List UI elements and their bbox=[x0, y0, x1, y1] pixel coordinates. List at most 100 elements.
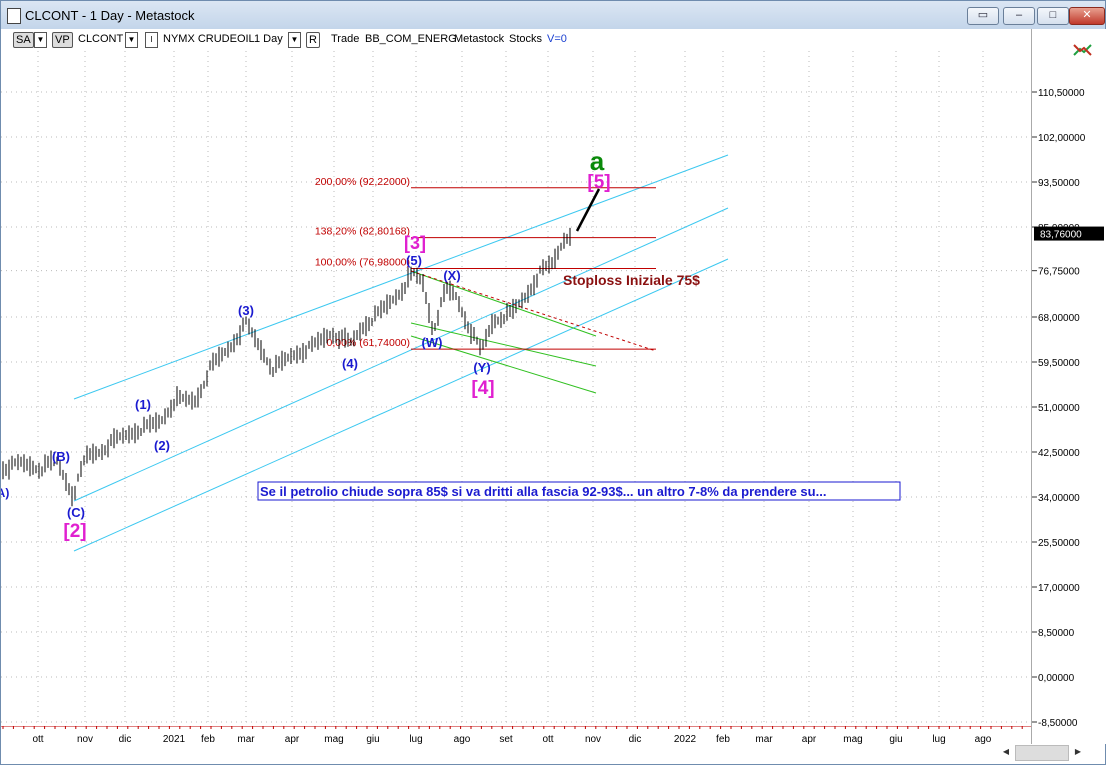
time-axis-label: giu bbox=[889, 734, 902, 745]
price-tick-label: 0,00000 bbox=[1038, 673, 1075, 684]
wave-label: (C) bbox=[67, 505, 85, 520]
trend-channel-line bbox=[73, 258, 729, 552]
stocks-label: Stocks bbox=[509, 33, 543, 45]
price-bars bbox=[2, 188, 601, 507]
trend-channels bbox=[73, 154, 729, 552]
time-axis-label: nov bbox=[77, 734, 93, 745]
time-axis-label: mag bbox=[843, 734, 862, 745]
projection-line bbox=[575, 188, 601, 232]
time-axis: ott nov dic 2021 feb mar apr mag giu lug ago set ott… bbox=[1, 726, 1031, 745]
close-button[interactable]: ✕ bbox=[1069, 7, 1105, 25]
grid bbox=[1, 51, 1031, 726]
price-tick-label: 51,00000 bbox=[1038, 403, 1080, 414]
time-axis-label: dic bbox=[629, 734, 642, 745]
fib-level-label: 0,00% (61,74000) bbox=[327, 337, 410, 349]
green-channel-line bbox=[410, 270, 597, 337]
wave-label: (4) bbox=[342, 356, 358, 371]
stoploss-annotation: Stoploss Iniziale 75$ bbox=[563, 272, 700, 288]
period-dropdown-icon[interactable]: ▼ bbox=[288, 32, 301, 48]
time-axis-label: lug bbox=[932, 734, 945, 745]
sa-button[interactable]: SA bbox=[13, 32, 34, 48]
horizontal-scrollbar[interactable] bbox=[1015, 745, 1069, 761]
wave-label: (5) bbox=[406, 253, 422, 268]
dashed-trendline bbox=[410, 270, 657, 352]
time-axis-label: mar bbox=[237, 734, 255, 745]
time-axis-label: 2022 bbox=[674, 734, 697, 745]
current-price-label: 83,76000 bbox=[1040, 230, 1082, 241]
wave-label: [4] bbox=[471, 378, 494, 399]
maximize-button[interactable]: □ bbox=[1037, 7, 1069, 25]
wave-labels: (B) (C)[2] (1) (2) (3) (4) (5)[3] (W) (X) (Y) [4] [… bbox=[0, 146, 901, 542]
security-label: NYMX CRUDEOIL bbox=[163, 33, 255, 45]
period-label: 1 Day bbox=[254, 33, 283, 45]
fib-level-label: 138,20% (82,80168) bbox=[315, 226, 410, 238]
wave-label: A) bbox=[1, 486, 9, 500]
vp-button[interactable]: VP bbox=[52, 32, 73, 48]
restore-icon-button[interactable]: ▭ bbox=[967, 7, 999, 25]
sa-dropdown-icon[interactable]: ▼ bbox=[34, 32, 47, 48]
time-axis-label: mar bbox=[755, 734, 773, 745]
mode-label: Trade bbox=[331, 33, 360, 45]
note-box bbox=[257, 481, 901, 501]
price-tick-label: 68,00000 bbox=[1038, 313, 1080, 324]
note-text: Se il petrolio chiude sopra 85$ si va dr… bbox=[260, 484, 826, 499]
folder-label: BB_COM_ENERG bbox=[365, 33, 457, 45]
price-axis-svg: 110,50000102,0000093,5000085,0000076,750… bbox=[1032, 88, 1104, 729]
wave-label: (B) bbox=[52, 449, 70, 464]
price-tick-label: 42,50000 bbox=[1038, 448, 1080, 459]
window-title: CLCONT - 1 Day - Metastock bbox=[25, 8, 195, 23]
price-chart[interactable]: 200,00% (92,22000) 138,20% (82,80168) 100,… bbox=[0, 51, 1031, 726]
fib-level-label: 100,00% (76,98000) bbox=[315, 256, 410, 268]
green-channel-line bbox=[410, 322, 597, 367]
time-axis-label: ott bbox=[542, 734, 553, 745]
chart-toolbar: SA ▼ VP CLCONT ▼ I NYMX CRUDEOIL 1 Day ▼… bbox=[1, 29, 1031, 51]
price-tick-label: 34,00000 bbox=[1038, 493, 1080, 504]
trend-channel-line bbox=[73, 154, 729, 400]
price-axis[interactable]: 110,50000102,0000093,5000085,0000076,750… bbox=[1031, 29, 1106, 744]
price-tick-label: -8,50000 bbox=[1038, 718, 1078, 729]
price-tick-label: 8,50000 bbox=[1038, 628, 1075, 639]
wave-label: (X) bbox=[443, 268, 460, 283]
time-axis-label: ago bbox=[454, 734, 471, 745]
price-tick-label: 102,00000 bbox=[1038, 133, 1086, 144]
wave-label: (Y) bbox=[473, 360, 490, 375]
price-tick-label: 110,50000 bbox=[1038, 88, 1085, 99]
price-chart-svg: 200,00% (92,22000) 138,20% (82,80168) 100,… bbox=[0, 51, 1031, 726]
chart-tools-icon[interactable] bbox=[1072, 41, 1094, 59]
time-axis-label: apr bbox=[285, 734, 300, 745]
time-axis-label: feb bbox=[716, 734, 730, 745]
symbol-dropdown-icon[interactable]: ▼ bbox=[125, 32, 138, 48]
wave-label: [2] bbox=[63, 521, 86, 542]
scroll-left-icon[interactable]: ◀ bbox=[1002, 747, 1010, 756]
app-icon bbox=[7, 8, 21, 24]
price-tick-label: 93,50000 bbox=[1038, 178, 1080, 189]
symbol-label: CLCONT bbox=[78, 33, 124, 45]
wave-label: (W) bbox=[422, 335, 443, 350]
wave-label: a bbox=[590, 146, 605, 176]
wave-label: (3) bbox=[238, 303, 254, 318]
app-label: Metastock bbox=[454, 33, 505, 45]
time-axis-label: ago bbox=[975, 734, 992, 745]
fibonacci-levels: 200,00% (92,22000) 138,20% (82,80168) 100,… bbox=[315, 176, 656, 350]
wave-label: [3] bbox=[404, 233, 426, 253]
r-button[interactable]: R bbox=[306, 32, 320, 48]
time-axis-label: feb bbox=[201, 734, 215, 745]
price-tick-label: 25,50000 bbox=[1038, 538, 1080, 549]
wave-label: [5] bbox=[587, 172, 610, 193]
minimize-button[interactable]: – bbox=[1003, 7, 1035, 25]
price-tick-label: 17,00000 bbox=[1038, 583, 1080, 594]
fib-level-label: 200,00% (92,22000) bbox=[315, 176, 410, 188]
time-axis-label: nov bbox=[585, 734, 601, 745]
time-axis-label: 2021 bbox=[163, 734, 186, 745]
trend-channel-line bbox=[73, 207, 729, 502]
time-axis-label: ott bbox=[32, 734, 43, 745]
green-channel-line bbox=[410, 335, 597, 394]
title-bar[interactable]: CLCONT - 1 Day - Metastock ▭ – □ ✕ bbox=[1, 1, 1105, 30]
scroll-right-icon[interactable]: ▶ bbox=[1074, 747, 1082, 756]
time-axis-label: dic bbox=[119, 734, 132, 745]
time-axis-label: mag bbox=[324, 734, 343, 745]
security-dropdown-icon[interactable]: I bbox=[145, 32, 158, 48]
price-tick-label: 59,50000 bbox=[1038, 358, 1080, 369]
time-axis-label: apr bbox=[802, 734, 817, 745]
